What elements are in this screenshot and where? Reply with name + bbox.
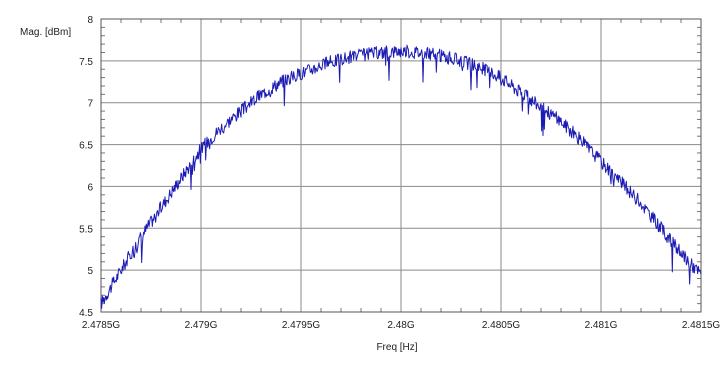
x-tick-label: 2.4785G [82,320,121,331]
y-tick-label: 5.5 [79,224,93,235]
y-axis-title: Mag. [dBm] [20,27,71,38]
x-tick-label: 2.4805G [482,320,521,331]
minor-tick-layer [101,19,701,312]
y-tick-label: 8 [87,15,93,26]
x-axis-title: Freq [Hz] [376,342,417,353]
y-tick-label: 4.5 [79,308,93,319]
y-tick-label: 6.5 [79,141,93,152]
y-tick-label: 6 [87,182,93,193]
x-tick-label: 2.481G [585,320,618,331]
grid-layer [101,19,701,312]
x-tick-label: 2.48G [387,320,414,331]
x-tick-label: 2.4815G [682,320,721,331]
plot-frame [100,18,702,313]
x-tick-label: 2.479G [185,320,218,331]
x-tick-label: 2.4795G [282,320,321,331]
series-line [100,44,702,309]
y-tick-label: 5 [87,266,93,277]
y-tick-label: 7 [87,99,93,110]
y-tick-labels: 4.5 5 5.5 6 6.5 7 7.5 8 [79,15,93,319]
x-tick-labels: 2.4785G 2.479G 2.4795G 2.48G 2.4805G 2.481G 2.… [82,320,721,331]
y-tick-label: 7.5 [79,57,93,68]
series-layer [100,44,702,309]
